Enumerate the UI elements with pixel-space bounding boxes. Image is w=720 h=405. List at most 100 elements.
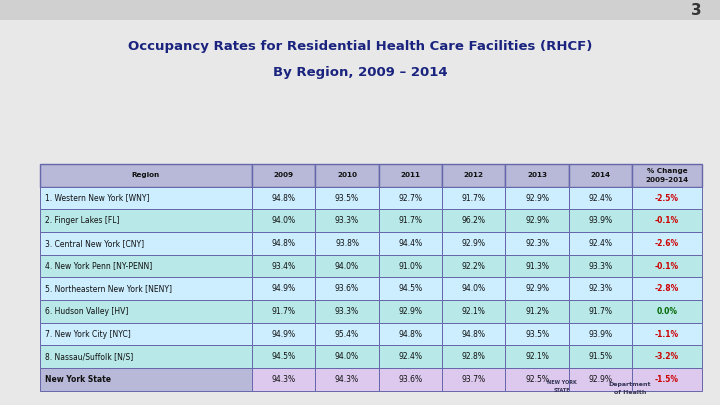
Text: 91.5%: 91.5% [588,352,613,361]
Bar [252,323,315,345]
Bar [632,255,702,277]
Bar [315,277,379,300]
Bar [569,255,632,277]
Bar [40,300,252,323]
Text: 93.3%: 93.3% [335,307,359,316]
Text: % Change: % Change [647,168,688,174]
Bar [632,345,702,368]
Bar [442,345,505,368]
Bar [569,323,632,345]
Bar [442,300,505,323]
Bar [40,277,252,300]
Text: 2012: 2012 [464,173,484,178]
Text: 92.1%: 92.1% [462,307,486,316]
Text: 2011: 2011 [400,173,420,178]
Text: 93.9%: 93.9% [588,216,613,225]
Bar [379,300,442,323]
Text: By Region, 2009 – 2014: By Region, 2009 – 2014 [273,66,447,79]
Text: 94.9%: 94.9% [271,330,296,339]
Bar [505,277,569,300]
Text: 91.7%: 91.7% [588,307,613,316]
Text: 94.9%: 94.9% [271,284,296,293]
Bar [252,345,315,368]
Text: 2010: 2010 [337,173,357,178]
Text: 92.5%: 92.5% [525,375,549,384]
Text: 91.3%: 91.3% [525,262,549,271]
Text: 93.8%: 93.8% [335,239,359,248]
Text: 92.7%: 92.7% [398,194,423,202]
Text: 93.3%: 93.3% [588,262,613,271]
Text: 94.0%: 94.0% [271,216,296,225]
Text: -2.5%: -2.5% [655,194,679,202]
Bar [315,255,379,277]
Text: 92.9%: 92.9% [398,307,423,316]
Text: -2.6%: -2.6% [655,239,679,248]
Text: 92.4%: 92.4% [398,352,423,361]
Bar [632,368,702,391]
Bar [40,164,252,187]
Text: 92.4%: 92.4% [588,239,613,248]
Text: -1.5%: -1.5% [655,375,679,384]
Text: 92.9%: 92.9% [588,375,613,384]
Text: 94.3%: 94.3% [271,375,296,384]
Bar [315,164,379,187]
Bar [569,277,632,300]
Bar [379,323,442,345]
Bar [505,300,569,323]
Text: 93.4%: 93.4% [271,262,296,271]
Bar [40,209,252,232]
Text: NEW YORK: NEW YORK [546,380,577,385]
Bar [442,255,505,277]
Bar [632,209,702,232]
Text: 94.0%: 94.0% [335,352,359,361]
Bar [40,232,252,255]
Text: 5. Northeastern New York [NENY]: 5. Northeastern New York [NENY] [45,284,171,293]
Text: 93.6%: 93.6% [335,284,359,293]
Text: 94.5%: 94.5% [271,352,296,361]
Bar [569,232,632,255]
Text: 8. Nassau/Suffolk [N/S]: 8. Nassau/Suffolk [N/S] [45,352,133,361]
Text: 93.3%: 93.3% [335,216,359,225]
Bar [40,368,252,391]
Text: 92.1%: 92.1% [525,352,549,361]
Bar [632,187,702,209]
Bar [569,345,632,368]
Text: Occupancy Rates for Residential Health Care Facilities (RHCF): Occupancy Rates for Residential Health C… [128,40,592,53]
Bar [632,300,702,323]
Bar [379,255,442,277]
Text: 2009-2014: 2009-2014 [646,177,688,183]
Text: -1.1%: -1.1% [655,330,679,339]
Bar [442,368,505,391]
Bar [379,232,442,255]
Text: 91.2%: 91.2% [525,307,549,316]
Bar [569,164,632,187]
Text: 94.8%: 94.8% [398,330,423,339]
Bar [252,277,315,300]
Text: 94.3%: 94.3% [335,375,359,384]
Bar [505,255,569,277]
Text: 92.9%: 92.9% [525,284,549,293]
Bar [632,277,702,300]
Text: 93.7%: 93.7% [462,375,486,384]
Text: 2009: 2009 [274,173,294,178]
Text: STATE: STATE [553,388,570,393]
Bar [505,209,569,232]
Text: 92.9%: 92.9% [525,216,549,225]
Text: 92.2%: 92.2% [462,262,486,271]
Bar [315,323,379,345]
Text: 92.3%: 92.3% [588,284,613,293]
Text: 94.5%: 94.5% [398,284,423,293]
Bar [442,232,505,255]
Bar [632,232,702,255]
Bar [40,187,252,209]
Bar [569,368,632,391]
Bar [505,368,569,391]
Text: Department: Department [608,382,652,387]
Bar [379,277,442,300]
Text: Region: Region [132,173,160,178]
Bar [252,255,315,277]
Bar [379,368,442,391]
Text: 96.2%: 96.2% [462,216,486,225]
Text: -0.1%: -0.1% [655,262,679,271]
Text: -0.1%: -0.1% [655,216,679,225]
